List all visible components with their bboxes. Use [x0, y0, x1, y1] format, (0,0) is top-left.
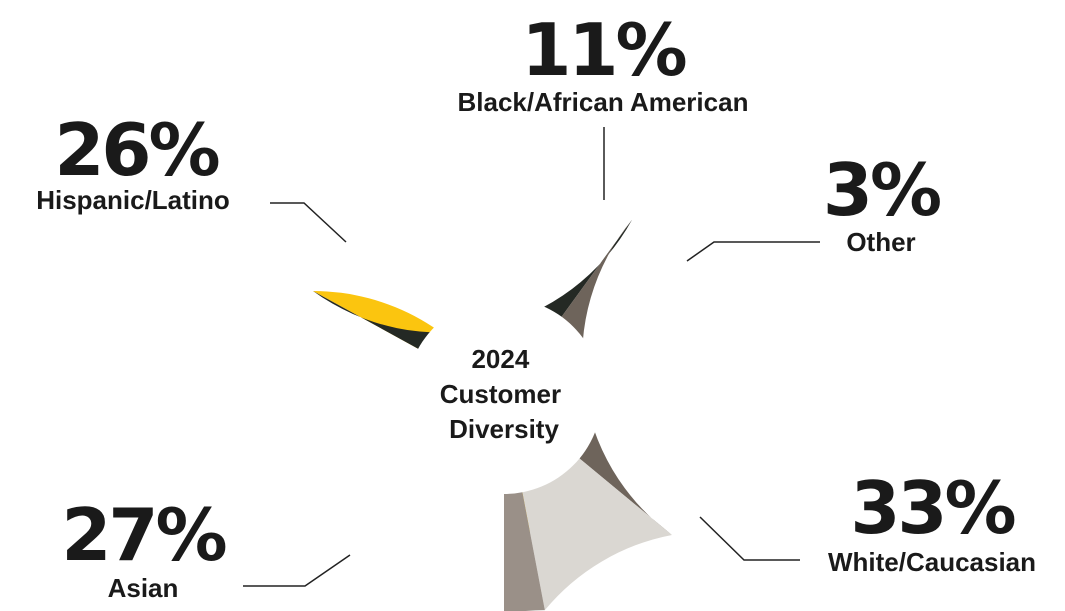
leader-asian [243, 554, 351, 587]
leader-hispanic [270, 202, 347, 243]
donut-hole [406, 298, 602, 494]
slice-pct-asian: 27% [61, 493, 225, 577]
slice-pct-other: 3% [823, 148, 940, 232]
leader-white [699, 516, 800, 561]
slice-pct-black: 11% [521, 8, 685, 92]
center-title-line-2: Customer [440, 379, 561, 409]
slice-pct-hispanic: 26% [54, 108, 218, 192]
slice-label-hispanic: Hispanic/Latino [36, 185, 230, 215]
leader-lines [243, 127, 820, 587]
slice-pct-white: 33% [850, 466, 1014, 550]
leader-other [686, 241, 820, 262]
slice-label-other: Other [846, 227, 915, 257]
center-title-line-3: Diversity [449, 414, 559, 444]
slice-label-asian: Asian [108, 573, 179, 603]
slice-label-black: Black/African American [458, 87, 749, 117]
center-title-line-1: 2024 [471, 344, 529, 374]
slice-label-white: White/Caucasian [828, 547, 1036, 577]
center-title: 2024 Customer Diversity [440, 344, 569, 444]
